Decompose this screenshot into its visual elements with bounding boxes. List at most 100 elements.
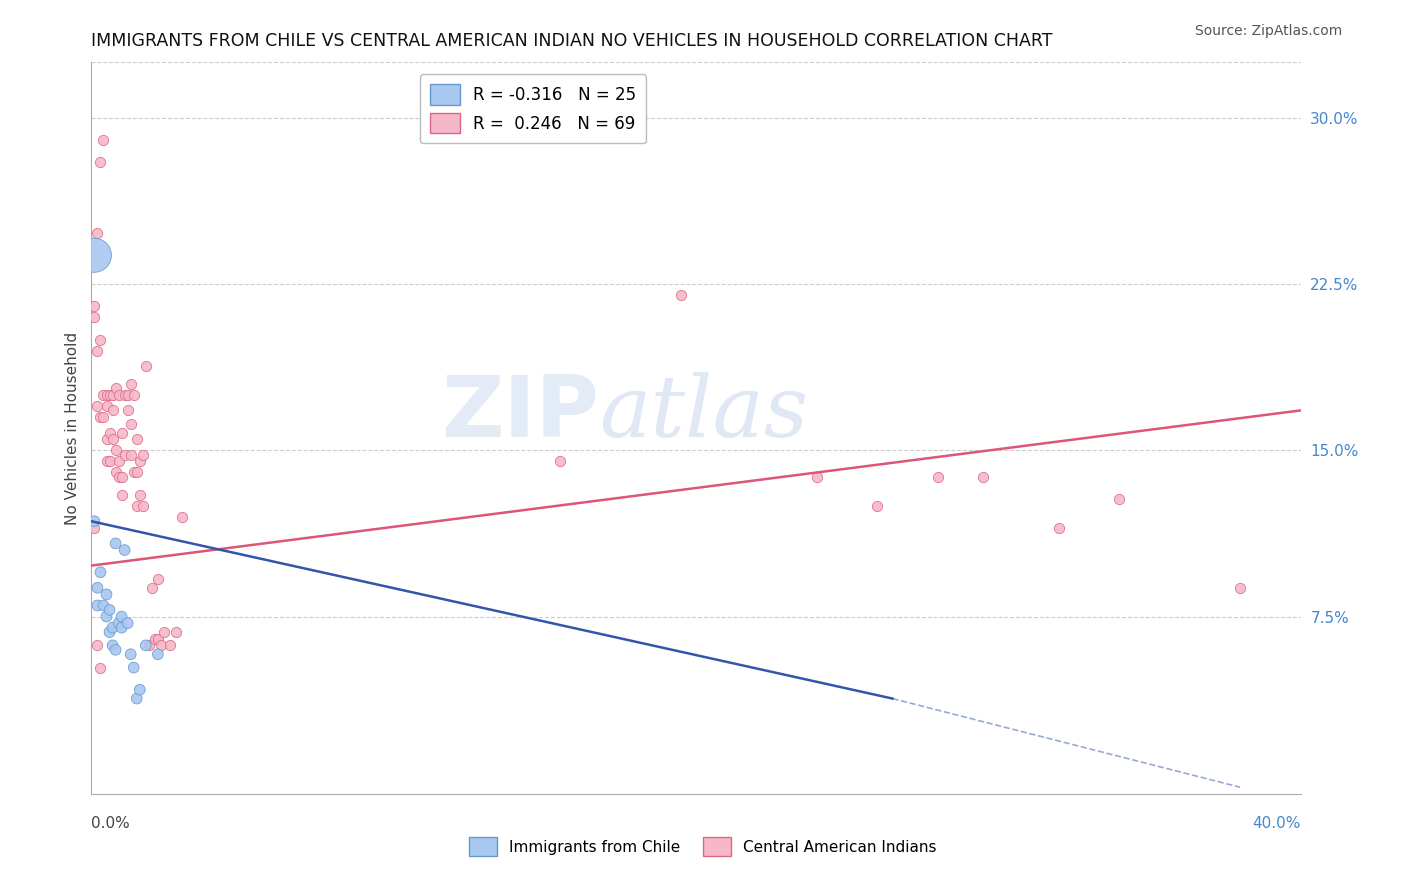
Point xyxy=(128,682,150,697)
Point xyxy=(114,543,136,558)
Point xyxy=(1229,581,1251,595)
Point xyxy=(89,410,111,425)
Point xyxy=(96,454,118,468)
Point xyxy=(86,399,108,413)
Point xyxy=(96,399,118,413)
Point xyxy=(120,448,142,462)
Point xyxy=(107,454,129,468)
Text: IMMIGRANTS FROM CHILE VS CENTRAL AMERICAN INDIAN NO VEHICLES IN HOUSEHOLD CORREL: IMMIGRANTS FROM CHILE VS CENTRAL AMERICA… xyxy=(91,32,1053,50)
Point xyxy=(120,417,142,431)
Text: Source: ZipAtlas.com: Source: ZipAtlas.com xyxy=(1195,24,1343,38)
Point xyxy=(93,599,115,613)
Point xyxy=(143,632,166,646)
Point xyxy=(83,521,105,535)
Point xyxy=(111,488,132,502)
Point xyxy=(98,625,121,640)
Point xyxy=(125,499,148,513)
Point xyxy=(548,454,571,468)
Point xyxy=(149,639,172,653)
Point xyxy=(111,425,132,440)
Point xyxy=(101,621,124,635)
Y-axis label: No Vehicles in Household: No Vehicles in Household xyxy=(65,332,80,524)
Point xyxy=(122,388,145,402)
Point xyxy=(972,470,994,484)
Point xyxy=(159,639,181,653)
Point xyxy=(104,642,127,657)
Point xyxy=(132,448,155,462)
Point xyxy=(135,359,157,373)
Point xyxy=(89,155,111,169)
Point xyxy=(165,625,187,640)
Legend: Immigrants from Chile, Central American Indians: Immigrants from Chile, Central American … xyxy=(464,831,942,862)
Point xyxy=(96,432,118,446)
Point xyxy=(132,499,155,513)
Point xyxy=(122,466,145,480)
Point xyxy=(93,133,115,147)
Point xyxy=(1047,521,1070,535)
Point xyxy=(83,248,105,262)
Point xyxy=(101,403,124,417)
Point xyxy=(120,647,142,661)
Point xyxy=(107,616,129,631)
Point xyxy=(114,448,136,462)
Point xyxy=(806,470,828,484)
Point xyxy=(141,581,163,595)
Text: atlas: atlas xyxy=(599,372,808,455)
Point xyxy=(114,388,136,402)
Legend: R = -0.316   N = 25, R =  0.246   N = 69: R = -0.316 N = 25, R = 0.246 N = 69 xyxy=(419,74,645,144)
Point xyxy=(1108,492,1130,507)
Point xyxy=(86,343,108,358)
Text: 40.0%: 40.0% xyxy=(1253,816,1301,830)
Point xyxy=(111,621,132,635)
Point xyxy=(153,625,176,640)
Point xyxy=(93,388,115,402)
Point xyxy=(128,454,150,468)
Point xyxy=(93,410,115,425)
Point xyxy=(96,587,118,601)
Point xyxy=(101,432,124,446)
Point xyxy=(104,536,127,550)
Point xyxy=(104,443,127,458)
Point xyxy=(146,572,169,586)
Point xyxy=(104,466,127,480)
Point xyxy=(128,488,150,502)
Point xyxy=(138,639,160,653)
Point xyxy=(101,639,124,653)
Point xyxy=(89,660,111,674)
Text: ZIP: ZIP xyxy=(441,372,599,455)
Point xyxy=(146,647,169,661)
Point xyxy=(89,333,111,347)
Point xyxy=(86,226,108,240)
Point xyxy=(146,632,169,646)
Point xyxy=(125,691,148,706)
Point xyxy=(83,310,105,325)
Point xyxy=(96,609,118,624)
Point xyxy=(111,470,132,484)
Point xyxy=(98,388,121,402)
Point xyxy=(98,425,121,440)
Point xyxy=(866,499,889,513)
Point xyxy=(89,566,111,580)
Point xyxy=(83,299,105,313)
Point xyxy=(669,288,692,302)
Text: 0.0%: 0.0% xyxy=(91,816,131,830)
Point xyxy=(120,376,142,391)
Point xyxy=(86,599,108,613)
Point xyxy=(125,432,148,446)
Point xyxy=(107,388,129,402)
Point xyxy=(104,381,127,395)
Point xyxy=(86,581,108,595)
Point xyxy=(117,388,139,402)
Point xyxy=(107,470,129,484)
Point xyxy=(125,466,148,480)
Point xyxy=(117,616,139,631)
Point xyxy=(98,454,121,468)
Point xyxy=(86,639,108,653)
Point xyxy=(927,470,949,484)
Point xyxy=(117,403,139,417)
Point xyxy=(83,514,105,528)
Point xyxy=(96,388,118,402)
Point xyxy=(122,660,145,674)
Point xyxy=(98,603,121,617)
Point xyxy=(172,509,194,524)
